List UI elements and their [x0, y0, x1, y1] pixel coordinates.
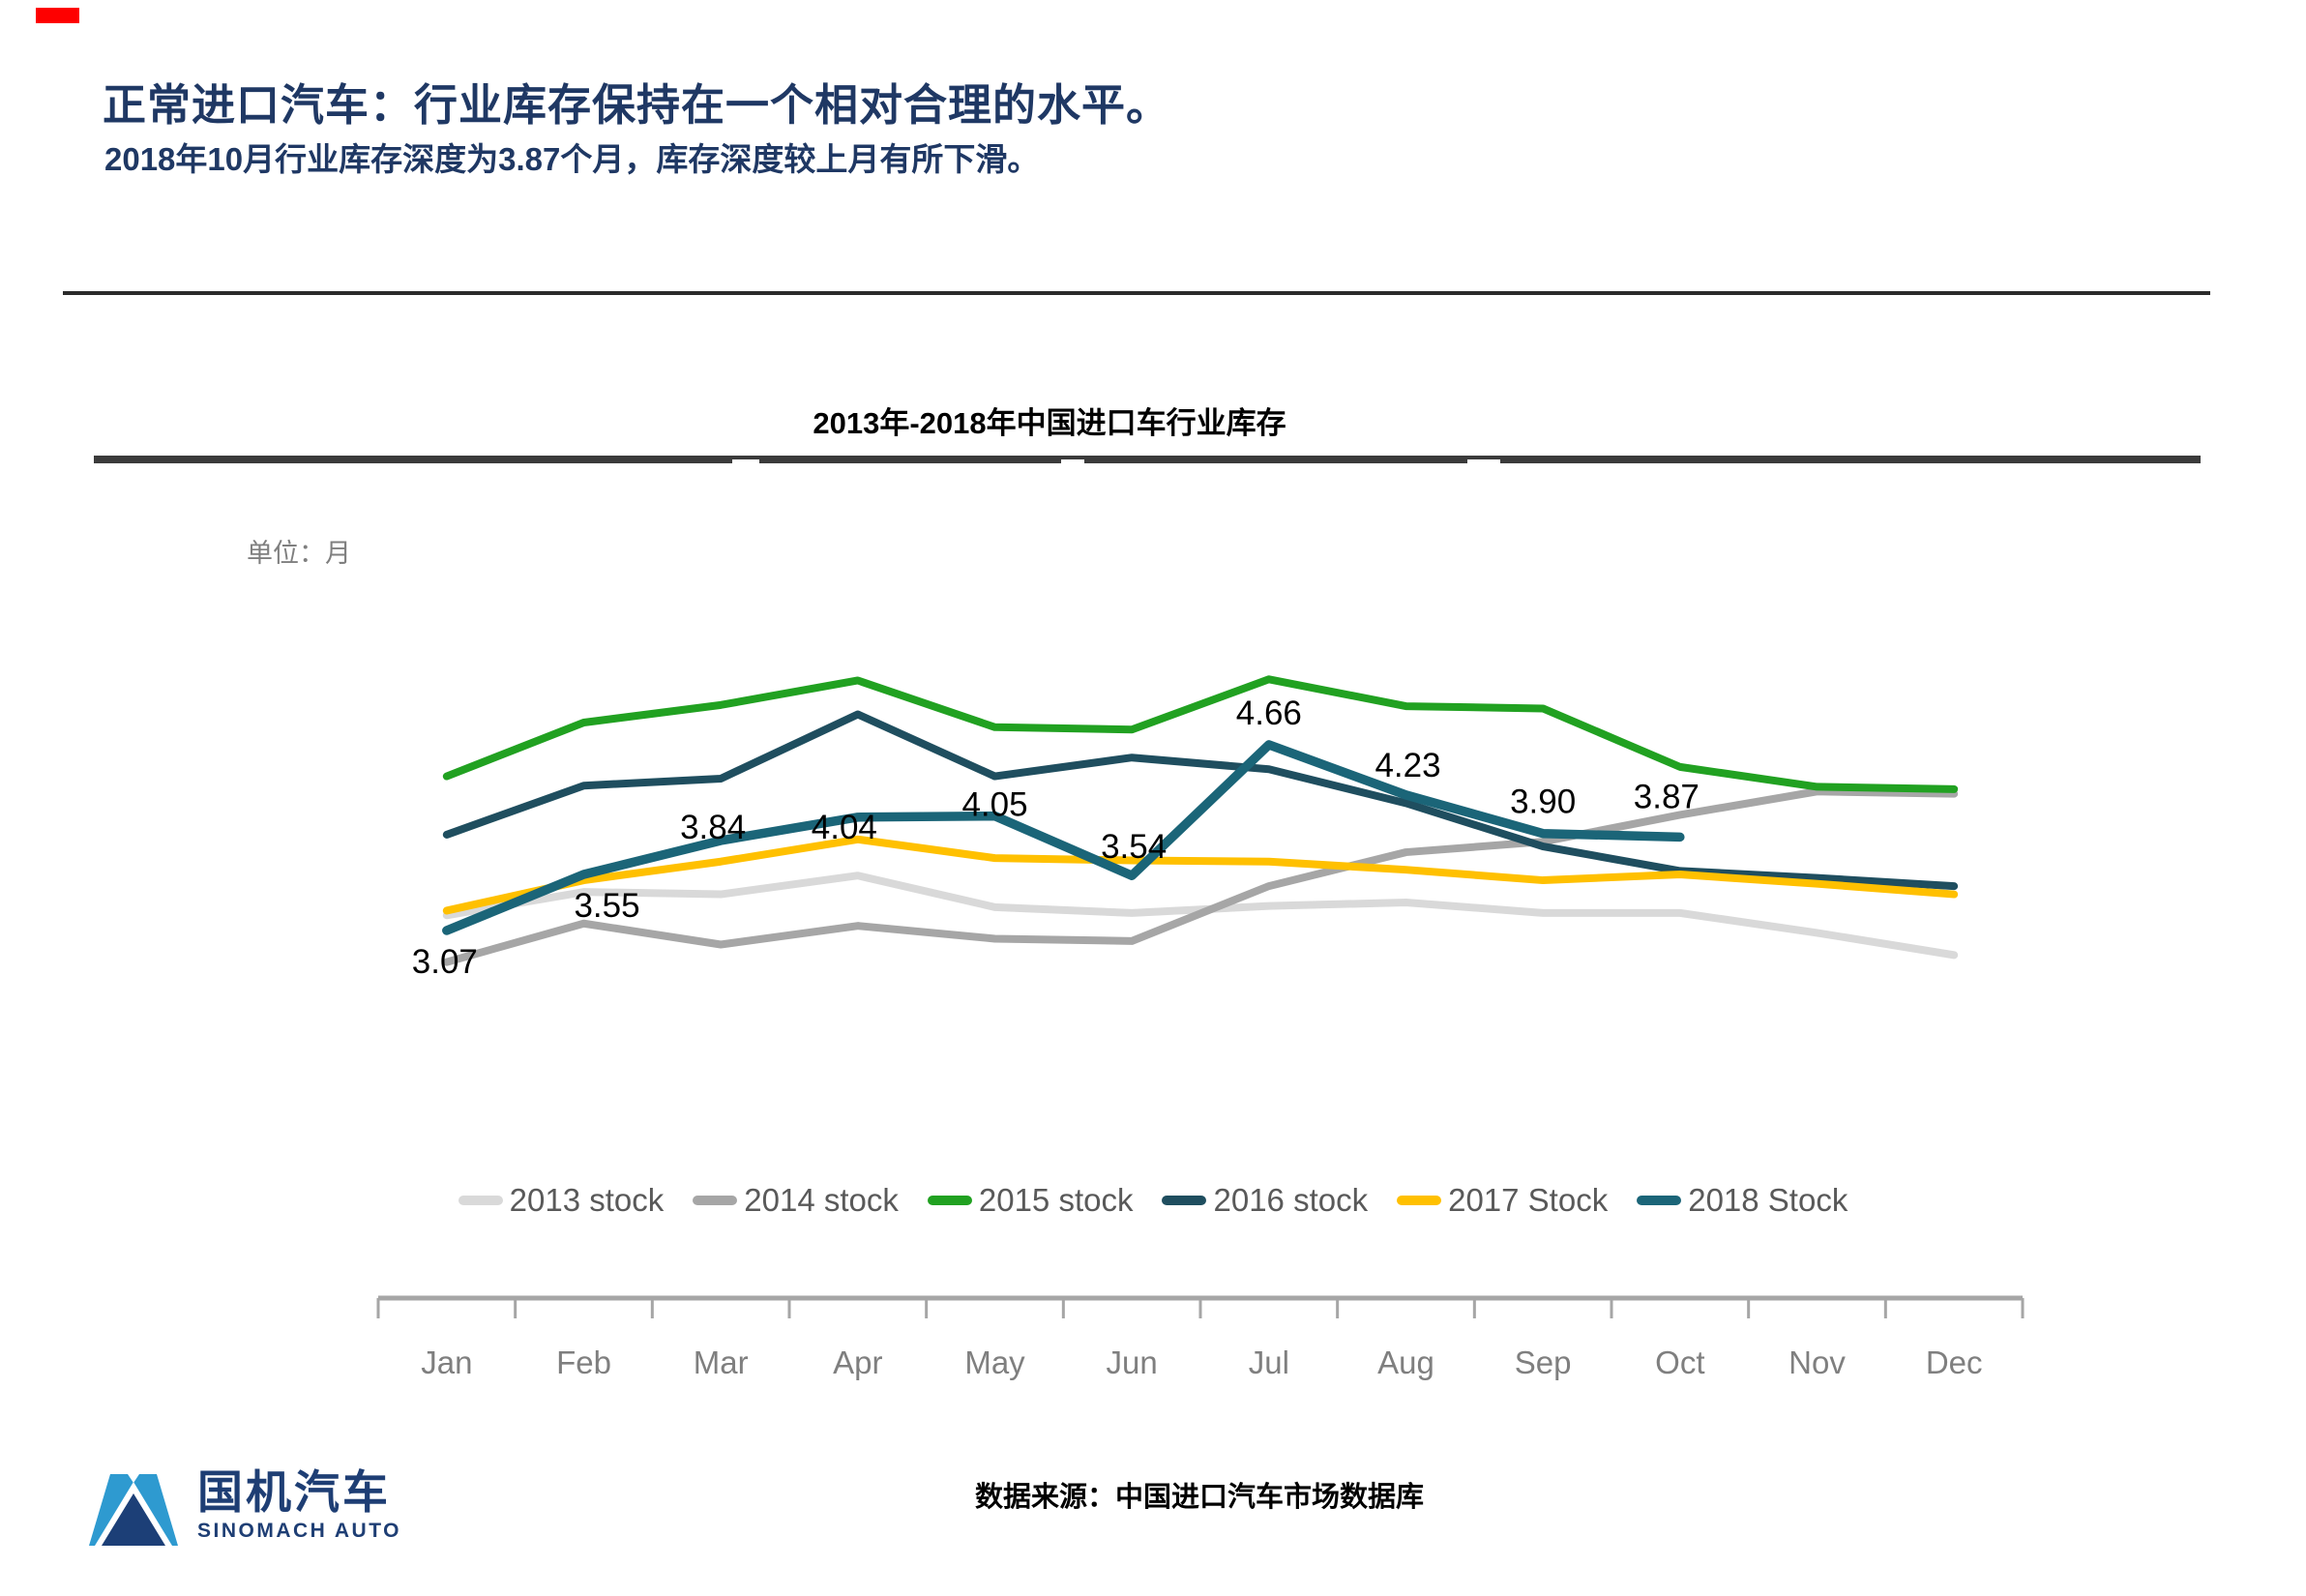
legend-swatch [927, 1196, 972, 1205]
legend-item-2014-stock: 2014 stock [693, 1182, 899, 1219]
legend-item-2016-stock: 2016 stock [1162, 1182, 1368, 1219]
series-line-2018-stock [442, 740, 1685, 935]
x-axis-label: Jun [1107, 1345, 1158, 1380]
legend-label: 2015 stock [978, 1182, 1134, 1218]
legend-swatch [693, 1196, 738, 1205]
chart-title: 2013年-2018年中国进口车行业库存 [813, 406, 1286, 440]
data-label: 3.54 [1101, 828, 1167, 866]
legend-label: 2018 Stock [1688, 1182, 1848, 1218]
x-axis-label: Mar [694, 1345, 749, 1380]
logo-name-cn: 国机汽车 [197, 1466, 391, 1518]
line-chart: Jan Feb Mar Apr May Jun Jul Aug Sep Oct Nov Dec 3.07… [376, 675, 2025, 1380]
x-axis-label: Aug [1377, 1345, 1434, 1380]
data-label: 3.90 [1510, 783, 1576, 821]
series-line-2015-stock [442, 675, 1959, 793]
x-axis-label: Sep [1515, 1345, 1572, 1380]
chart-legend: 2013 stock 2014 stock 2015 stock 2016 stock… [0, 1182, 2306, 1219]
series-line-2016-stock [442, 710, 1959, 891]
legend-item-2015-stock: 2015 stock [927, 1182, 1134, 1219]
underline-gap [1467, 459, 1500, 463]
data-label: 4.04 [812, 809, 877, 846]
legend-label: 2014 stock [744, 1182, 899, 1218]
chart-title-underline [94, 456, 2201, 463]
data-label: 3.55 [574, 887, 639, 925]
legend-swatch [1162, 1196, 1207, 1205]
data-label: 4.05 [961, 786, 1027, 824]
data-label: 4.66 [1236, 695, 1302, 732]
data-label: 4.23 [1375, 747, 1440, 784]
x-axis-label: Apr [833, 1345, 882, 1380]
x-axis-label: Nov [1789, 1345, 1846, 1380]
page-title: 正常进口汽车：行业库存保持在一个相对合理的水平。 [103, 80, 1171, 130]
recording-indicator-mark [36, 8, 79, 23]
header-divider [63, 291, 2210, 295]
legend-item-2013-stock: 2013 stock [458, 1182, 665, 1219]
legend-swatch [1397, 1196, 1442, 1205]
data-source-note: 数据来源：中国进口汽车市场数据库 [974, 1482, 1425, 1513]
company-logo: 国机汽车 SINOMACH AUTO [85, 1468, 401, 1548]
legend-item-2018-stock: 2018 Stock [1637, 1182, 1848, 1219]
page-subtitle: 2018年10月行业库存深度为3.87个月，库存深度较上月有所下滑。 [104, 141, 1040, 177]
unit-label: 单位：月 [247, 539, 351, 568]
x-axis-label: Oct [1655, 1345, 1704, 1380]
legend-swatch [458, 1196, 503, 1205]
sinomach-logo-icon [89, 1474, 178, 1546]
legend-item-2017-stock: 2017 Stock [1397, 1182, 1608, 1219]
x-axis-label: Feb [556, 1345, 611, 1380]
logo-text: 国机汽车 SINOMACH AUTO [197, 1468, 401, 1543]
x-axis-label: Jan [421, 1345, 472, 1380]
data-label: 3.84 [680, 809, 746, 846]
series-line-2014-stock [442, 787, 1959, 966]
data-label: 3.87 [1634, 778, 1700, 815]
logo-name-en: SINOMACH AUTO [197, 1520, 401, 1543]
legend-label: 2013 stock [509, 1182, 665, 1218]
legend-label: 2017 Stock [1448, 1182, 1609, 1218]
series-line-2017-stock [442, 835, 1959, 915]
data-label: 3.07 [412, 943, 478, 981]
legend-label: 2016 stock [1213, 1182, 1369, 1218]
x-axis-label: Jul [1249, 1345, 1289, 1380]
underline-gap [732, 459, 759, 463]
x-axis-label: Dec [1926, 1345, 1983, 1380]
legend-swatch [1637, 1196, 1682, 1205]
x-axis-label: May [964, 1345, 1025, 1380]
underline-gap [1061, 459, 1084, 463]
